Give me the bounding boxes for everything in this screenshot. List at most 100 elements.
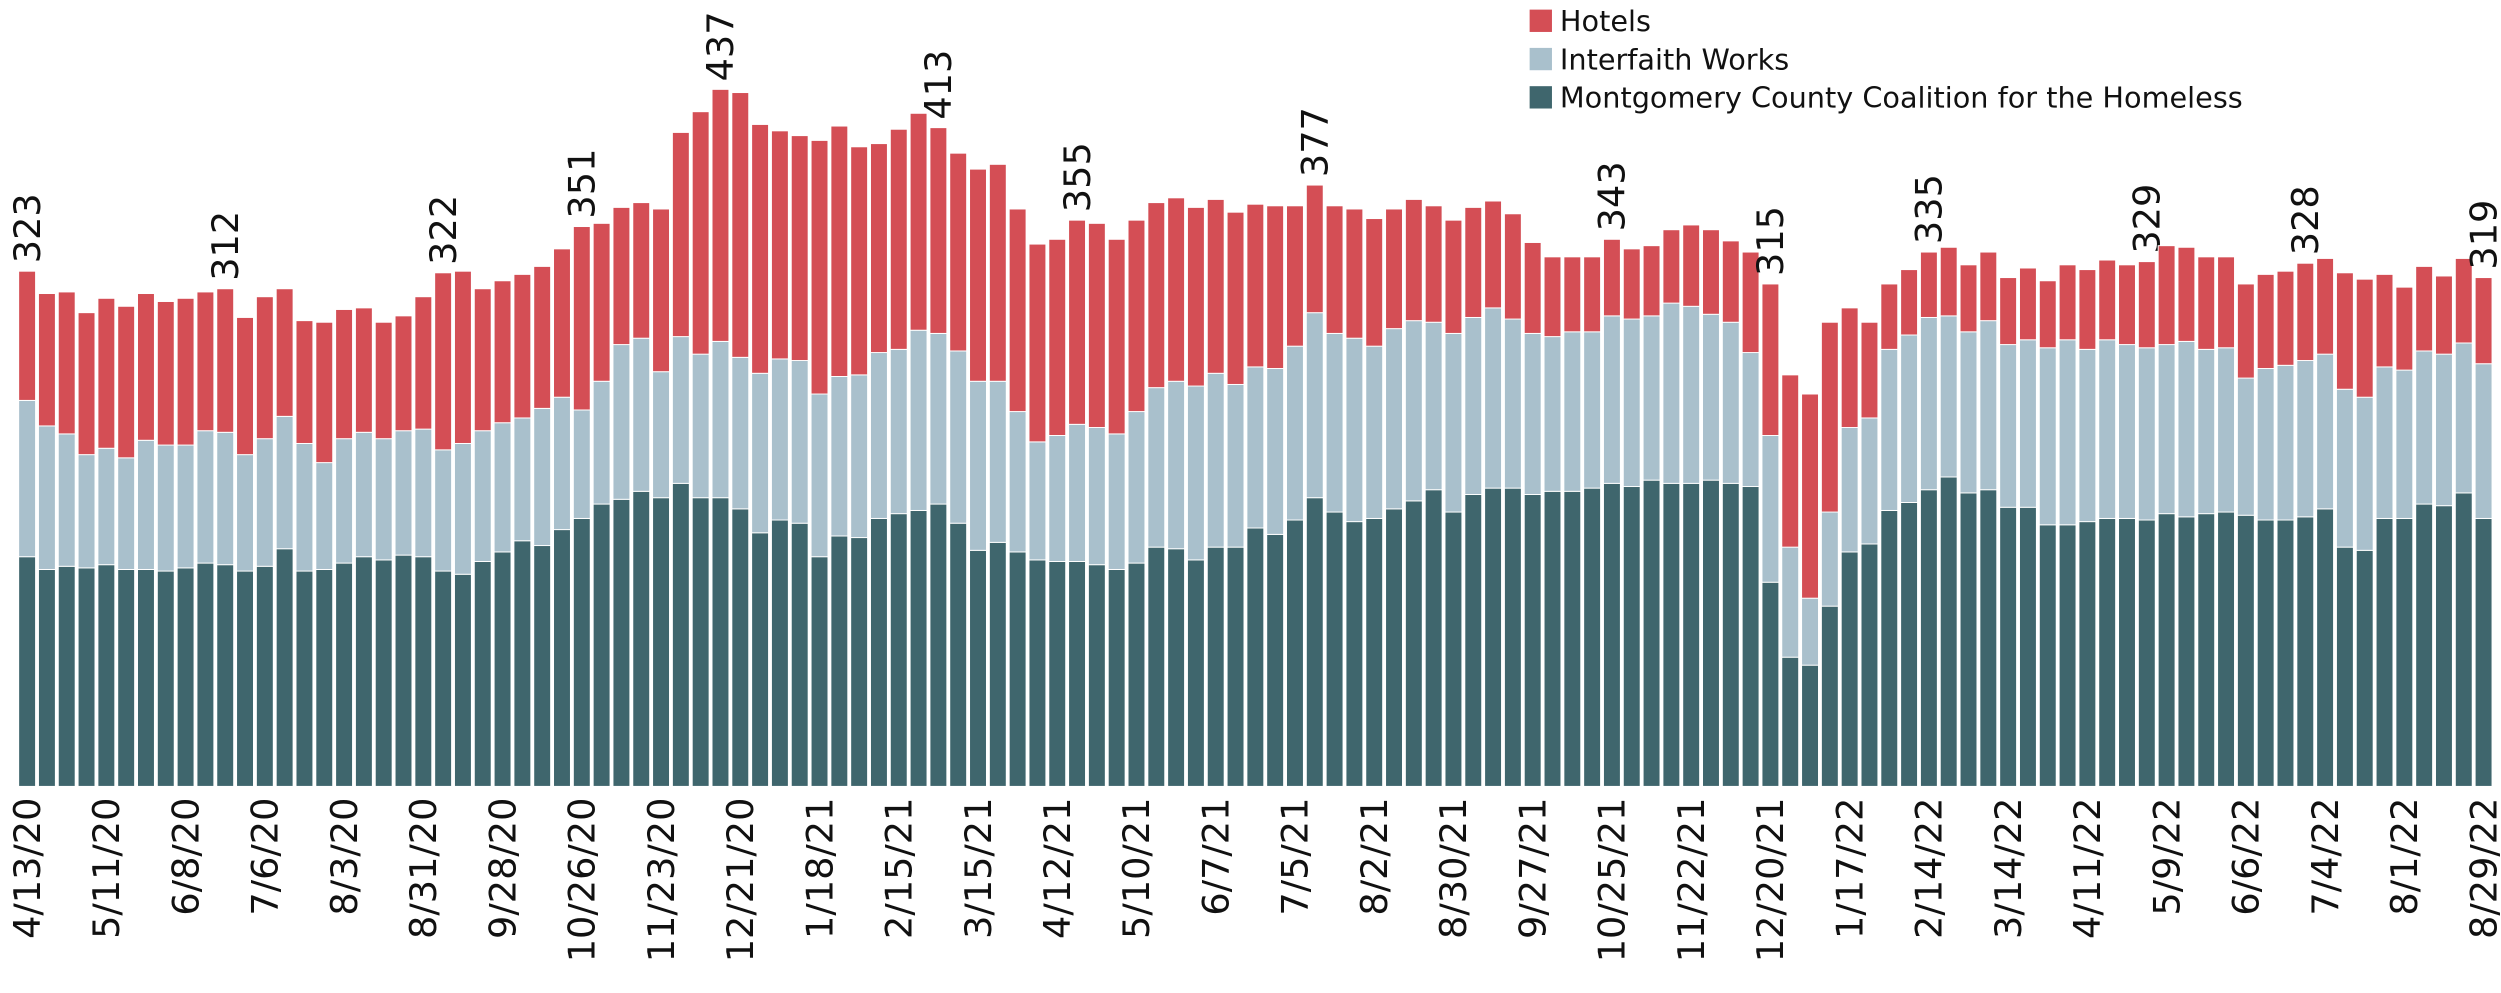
bar-segment (2296, 262, 2315, 362)
bar-segment (929, 503, 948, 787)
bar-segment (2415, 350, 2434, 505)
bar-segment (1365, 517, 1384, 787)
bar-segment (1979, 251, 1998, 322)
bar-segment (77, 567, 96, 787)
bar-segment (711, 497, 730, 787)
bar-segment (275, 548, 294, 787)
bar-segment (850, 146, 869, 376)
bar-segment (1464, 494, 1483, 787)
bar-segment (1444, 219, 1463, 334)
bar-segment (1662, 302, 1681, 484)
bar-segment (2335, 546, 2354, 787)
bar-segment (2375, 366, 2394, 519)
bar-segment (315, 321, 334, 464)
bar-segment (77, 454, 96, 569)
bar-segment (1186, 559, 1205, 787)
x-tick-label: 8/29/22 (2462, 798, 2501, 939)
bar-segment (176, 444, 195, 569)
x-tick-label: 10/26/20 (561, 798, 604, 963)
bar-segment (751, 123, 770, 374)
bar-segment (652, 497, 670, 787)
bar-segment (2078, 348, 2097, 523)
bar-segment (1880, 509, 1899, 787)
bar-segment (1246, 203, 1265, 368)
bar-segment (652, 371, 670, 499)
bar-segment (414, 296, 433, 430)
bar-segment (1702, 313, 1720, 481)
bar-segment (2078, 521, 2097, 787)
bar-segment (810, 393, 829, 558)
bar-segment (1404, 320, 1423, 502)
bar-segment (1444, 332, 1463, 513)
bar-segment (1325, 205, 1344, 334)
bar-segment (1979, 489, 1998, 787)
bar-segment (117, 457, 136, 570)
bar-segment (1642, 245, 1661, 317)
bar-segment (751, 372, 770, 534)
bar-segment (1999, 506, 2018, 787)
bar-segment (57, 565, 76, 787)
bar-segment (374, 321, 393, 440)
x-tick-label: 7/5/21 (1274, 798, 1317, 916)
bar-segment (394, 430, 413, 556)
total-label: 329 (2126, 184, 2169, 254)
bar-segment (434, 570, 453, 787)
bar-segment (969, 168, 987, 382)
legend-label: Hotels (1560, 4, 1651, 38)
bar-segment (1781, 546, 1800, 658)
bar-segment (1008, 208, 1027, 413)
x-tick-label: 5/10/21 (1115, 798, 1158, 939)
bar-segment (454, 573, 472, 787)
bar-segment (1563, 256, 1582, 333)
total-label: 322 (422, 195, 465, 265)
bar-segment (1919, 251, 1938, 318)
x-tick-label: 6/7/21 (1194, 798, 1237, 916)
bar-segment (1345, 337, 1364, 523)
bar-segment (1900, 269, 1919, 336)
bar-segment (2019, 339, 2037, 508)
bar-segment (57, 291, 76, 435)
bar-segment (2098, 339, 2117, 519)
bar-segment (117, 568, 136, 787)
bar-segment (473, 561, 492, 787)
bar-segment (2197, 348, 2216, 515)
bar-segment (37, 425, 56, 570)
x-tick-label: 6/8/20 (164, 798, 207, 916)
bar-segment (2058, 524, 2077, 787)
bar-segment (156, 301, 175, 446)
bar-segment (1226, 383, 1245, 548)
legend-swatch (1529, 47, 1552, 71)
bar-segment (1880, 348, 1899, 511)
bar-segment (1801, 664, 1819, 787)
total-label: 343 (1591, 161, 1634, 231)
bar-segment (255, 296, 274, 440)
bar-segment (2078, 269, 2097, 350)
bar-segment (2375, 517, 2394, 787)
total-label: 328 (2284, 185, 2327, 255)
bar-segment (969, 380, 987, 551)
bar-segment (1702, 479, 1720, 787)
bar-segment (612, 344, 631, 500)
bar-segment (97, 564, 116, 787)
bar-segment (1068, 219, 1086, 425)
x-tick-label: 11/23/20 (640, 798, 683, 963)
bar-segment (137, 568, 155, 787)
bar-segment (1939, 315, 1958, 478)
bar-segment (275, 415, 294, 550)
bar-segment (1385, 208, 1403, 330)
bar-segment (236, 570, 254, 787)
bar-segment (612, 206, 631, 346)
bar-segment (374, 438, 393, 561)
bar-segment (969, 549, 987, 787)
bar-segment (949, 152, 968, 352)
bar-segment (1305, 184, 1324, 314)
bar-segment (196, 430, 215, 564)
bar-segment (97, 297, 116, 449)
bar-segment (553, 248, 571, 398)
bar-segment (216, 564, 235, 787)
bar-segment (1959, 264, 1978, 333)
bar-segment (315, 462, 334, 570)
bar-segment (1860, 321, 1879, 419)
